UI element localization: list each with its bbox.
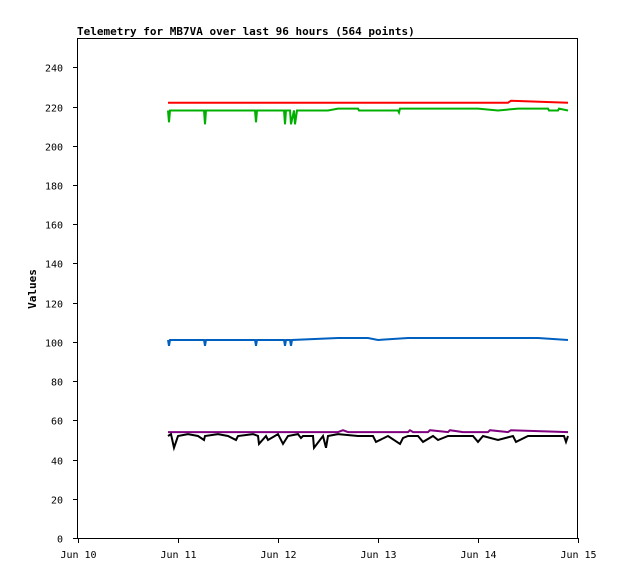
x-tick-label: Jun 12	[260, 550, 296, 561]
y-tick-label: 240	[45, 64, 63, 75]
y-tick-label: 80	[51, 378, 63, 389]
plot-frame	[77, 38, 578, 539]
series-line-2	[167, 107, 569, 125]
y-tick-label: 20	[51, 496, 63, 507]
x-tick-label: Jun 15	[560, 550, 596, 561]
y-tick-label: 200	[45, 143, 63, 154]
y-tick-label: 0	[57, 535, 63, 546]
y-axis: 0 20 40 60 80 100 120 140 160 180 200 220 240	[45, 64, 78, 546]
y-tick-label: 140	[45, 260, 63, 271]
y-tick-label: 120	[45, 300, 63, 311]
series-group	[167, 99, 569, 452]
y-tick-label: 100	[45, 339, 63, 350]
y-tick-label: 220	[45, 104, 63, 115]
x-tick-label: Jun 11	[160, 550, 196, 561]
x-tick-label: Jun 10	[60, 550, 96, 561]
series-line-5	[167, 432, 569, 452]
y-tick-label: 180	[45, 182, 63, 193]
y-tick-label: 60	[51, 417, 63, 428]
x-axis: Jun 10 Jun 11 Jun 12 Jun 13 Jun 14 Jun 15	[60, 538, 597, 561]
y-axis-label: Values	[26, 269, 39, 309]
y-tick-label: 40	[51, 457, 63, 468]
y-tick-label: 160	[45, 221, 63, 232]
x-tick-label: Jun 14	[460, 550, 496, 561]
series-line-1	[168, 99, 569, 104]
series-line-4	[168, 428, 569, 434]
chart-title: Telemetry for MB7VA over last 96 hours (…	[77, 25, 415, 38]
series-line-3	[167, 337, 569, 346]
x-tick-label: Jun 13	[360, 550, 396, 561]
